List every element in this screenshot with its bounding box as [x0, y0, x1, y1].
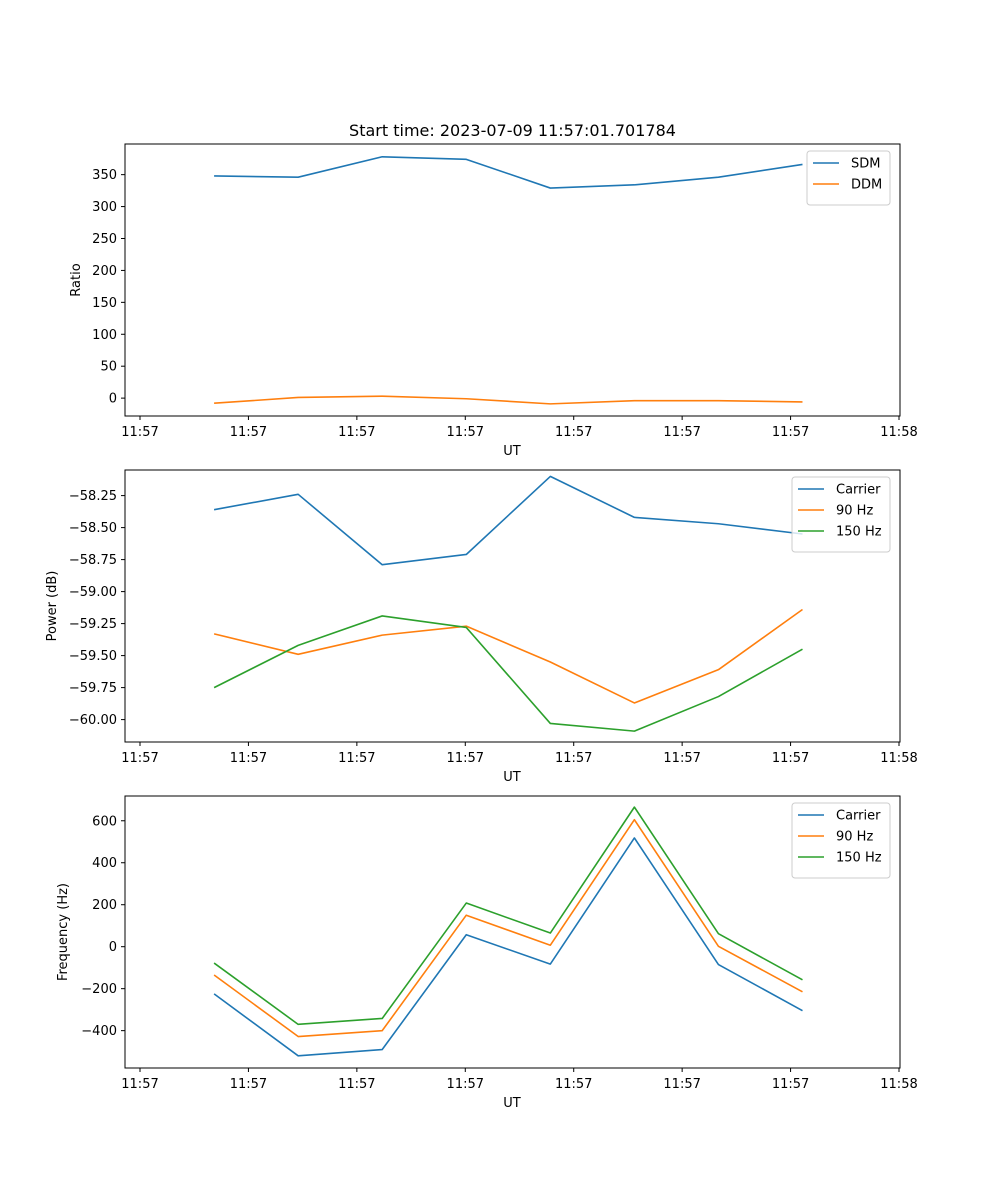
ratio-legend-box	[806, 150, 891, 206]
power-legend-label-carrier: Carrier	[836, 483, 881, 498]
frequency-series-90-hz-line	[213, 818, 803, 1038]
power-y-tick-label: −60.00	[69, 713, 117, 728]
power-y-tick-label: −59.00	[69, 585, 117, 600]
power-x-tick-label: 11:57	[663, 751, 700, 766]
power-legend-box	[791, 476, 891, 553]
power-series-carrier-line	[213, 475, 803, 566]
frequency-legend-box	[791, 802, 891, 879]
frequency-y-tick-label: 600	[92, 814, 117, 829]
frequency-y-tick-label: 200	[92, 898, 117, 913]
power-x-tick-label: 11:58	[880, 751, 917, 766]
frequency-x-tick-label: 11:57	[338, 1077, 375, 1092]
power-y-tick-label: −59.50	[69, 649, 117, 664]
frequency-x-tick-label: 11:57	[447, 1077, 484, 1092]
power-series-90-hz-line	[213, 608, 803, 704]
ratio-y-tick-label: 50	[100, 360, 117, 375]
frequency-axes-frame	[124, 795, 901, 1069]
frequency-x-tick-label: 11:57	[663, 1077, 700, 1092]
frequency-legend-label-150-hz: 150 Hz	[836, 851, 882, 866]
ratio-legend-label-sdm: SDM	[851, 157, 880, 172]
frequency-legend: Carrier 90 Hz 150 Hz	[791, 802, 891, 879]
ratio-x-tick-label: 11:57	[447, 425, 484, 440]
power-x-tick-label: 11:57	[447, 751, 484, 766]
ratio-x-tick-label: 11:57	[772, 425, 809, 440]
power-legend-label-90-hz: 90 Hz	[836, 504, 873, 519]
frequency-x-tick-label: 11:57	[555, 1077, 592, 1092]
frequency-y-axis-label: Frequency (Hz)	[56, 883, 71, 981]
ratio-y-tick-label: 300	[92, 200, 117, 215]
power-y-tick-label: −58.25	[69, 489, 117, 504]
power-x-tick-label: 11:57	[338, 751, 375, 766]
power-y-tick-label: −59.25	[69, 617, 117, 632]
frequency-series-150-hz-line	[213, 806, 803, 1026]
frequency-x-tick-label: 11:57	[772, 1077, 809, 1092]
power-panel: −60.00 −59.75 −59.50 −59.25 −59.00 −58.75 −58.…	[45, 469, 918, 785]
frequency-y-tick-label: −400	[81, 1024, 117, 1039]
power-legend: Carrier 90 Hz 150 Hz	[791, 476, 891, 553]
frequency-y-tick-label: −200	[81, 982, 117, 997]
ratio-y-tick-label: 350	[92, 168, 117, 183]
ratio-x-tick-label: 11:57	[338, 425, 375, 440]
power-axes-frame	[124, 469, 901, 743]
power-x-tick-label: 11:57	[772, 751, 809, 766]
frequency-y-tick-label: 400	[92, 856, 117, 871]
frequency-y-tick-label: 0	[109, 940, 117, 955]
ratio-x-tick-label: 11:57	[663, 425, 700, 440]
ratio-series-ddm-line	[214, 395, 803, 405]
ratio-y-tick-label: 0	[109, 392, 117, 407]
ratio-y-axis-label: Ratio	[69, 263, 84, 296]
ratio-x-tick-label: 11:58	[880, 425, 917, 440]
power-x-tick-label: 11:57	[555, 751, 592, 766]
power-y-tick-label: −58.75	[69, 553, 117, 568]
ratio-x-axis-label: UT	[503, 444, 521, 459]
power-x-axis-label: UT	[503, 770, 521, 785]
ratio-x-tick-label: 11:57	[121, 425, 158, 440]
frequency-series-carrier-line	[213, 837, 803, 1057]
power-y-tick-label: −58.50	[69, 521, 117, 536]
figure-title: Start time: 2023-07-09 11:57:01.701784	[349, 121, 676, 140]
power-y-tick-label: −59.75	[69, 681, 117, 696]
power-x-tick-label: 11:57	[121, 751, 158, 766]
frequency-x-tick-label: 11:57	[121, 1077, 158, 1092]
ratio-y-tick-label: 150	[92, 296, 117, 311]
ratio-x-tick-label: 11:57	[555, 425, 592, 440]
ratio-axes-frame	[124, 143, 901, 417]
ratio-legend-label-ddm: DDM	[851, 178, 882, 193]
ratio-legend: SDM DDM	[806, 150, 891, 206]
power-y-axis-label: Power (dB)	[45, 571, 60, 642]
frequency-legend-label-90-hz: 90 Hz	[836, 830, 873, 845]
power-legend-label-150-hz: 150 Hz	[836, 525, 882, 540]
frequency-x-tick-label: 11:58	[880, 1077, 917, 1092]
frequency-legend-label-carrier: Carrier	[836, 809, 881, 824]
ratio-x-tick-label: 11:57	[230, 425, 267, 440]
frequency-panel: −400 −200 0 200 400 600 11:57 11:57 11:57 11:57 11…	[56, 795, 918, 1111]
frequency-x-axis-label: UT	[503, 1096, 521, 1111]
power-series-150-hz-line	[213, 615, 803, 732]
power-x-tick-label: 11:57	[230, 751, 267, 766]
ratio-panel: 0 50 100 150 200 250 300 350 11:57 11:57 11:57 11:5…	[69, 143, 918, 459]
ratio-y-tick-label: 200	[92, 264, 117, 279]
ratio-y-tick-label: 100	[92, 328, 117, 343]
ratio-y-tick-label: 250	[92, 232, 117, 247]
frequency-x-tick-label: 11:57	[230, 1077, 267, 1092]
ratio-series-sdm-line	[214, 155, 803, 189]
